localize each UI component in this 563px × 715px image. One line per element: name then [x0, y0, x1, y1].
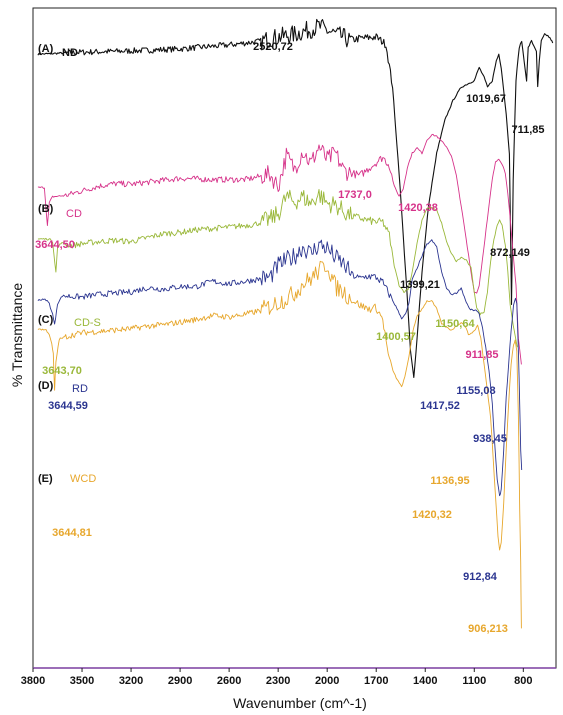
peak-label: 3644,59 — [48, 400, 88, 412]
peak-label: 1420,32 — [412, 509, 452, 521]
peak-label: 1136,95 — [430, 475, 469, 487]
peak-label: 1400,57 — [376, 331, 416, 343]
peak-label: 2520,72 — [253, 41, 293, 53]
x-axis-title: Wavenumber (cm^-1) — [233, 695, 367, 711]
peak-label: 906,213 — [468, 623, 508, 635]
x-tick-label: 2600 — [217, 675, 241, 687]
series-name: CD-S — [74, 317, 101, 329]
peak-label: 1019,67 — [466, 93, 506, 105]
series-line-nd — [37, 18, 554, 378]
peak-label: 872,149 — [490, 247, 530, 259]
spectra-curves — [37, 18, 554, 629]
curve-letter: (C) — [38, 314, 54, 326]
series-line-rd — [37, 239, 523, 497]
peak-label: 912,84 — [463, 571, 498, 583]
x-tick-label: 3500 — [70, 675, 94, 687]
curve-letter: (A) — [38, 43, 54, 55]
series-name: CD — [66, 208, 82, 220]
series-name: RD — [72, 383, 88, 395]
curve-letter: (E) — [38, 473, 53, 485]
peak-label: 1399,21 — [400, 279, 440, 291]
x-tick-label: 1100 — [462, 675, 486, 687]
series-line-wcd — [37, 260, 522, 629]
y-axis-title: % Transmittance — [9, 283, 25, 387]
x-tick-label: 2900 — [168, 675, 192, 687]
plot-frame — [32, 7, 557, 669]
peak-label: 3644,50 — [35, 239, 75, 251]
peak-label: 1420,38 — [398, 202, 438, 214]
x-tick-label: 3800 — [21, 675, 45, 687]
x-tick-label: 1400 — [413, 675, 437, 687]
peak-label: 1417,52 — [420, 400, 460, 412]
curve-letter: (B) — [38, 203, 54, 215]
peak-label: 911,85 — [465, 349, 498, 361]
peak-label: 3643,70 — [42, 365, 82, 377]
x-tick-label: 3200 — [119, 675, 143, 687]
peak-label: 1150,64 — [435, 318, 475, 330]
peak-label: 1155,08 — [456, 385, 495, 397]
curve-letter: (D) — [38, 380, 54, 392]
series-name: ND — [62, 47, 78, 59]
series-name: WCD — [70, 473, 96, 485]
peak-label: 938,45 — [473, 433, 507, 445]
annotations: (A) ND 2520,72 1399,21 1019,67 872,149 711,85 (… — [35, 41, 544, 635]
x-axis-ticks: 3800 3500 3200 2900 2600 2300 2000 1700 1400 1100… — [21, 668, 532, 687]
x-tick-label: 800 — [514, 675, 532, 687]
series-line-cd-s — [37, 188, 518, 348]
peak-label: 1737,0 — [338, 189, 372, 201]
peak-label: 3644,81 — [52, 527, 92, 539]
peak-label: 711,85 — [511, 124, 544, 136]
series-line-cd — [37, 133, 522, 365]
x-tick-label: 2000 — [315, 675, 339, 687]
x-tick-label: 2300 — [266, 675, 290, 687]
x-tick-label: 1700 — [364, 675, 388, 687]
